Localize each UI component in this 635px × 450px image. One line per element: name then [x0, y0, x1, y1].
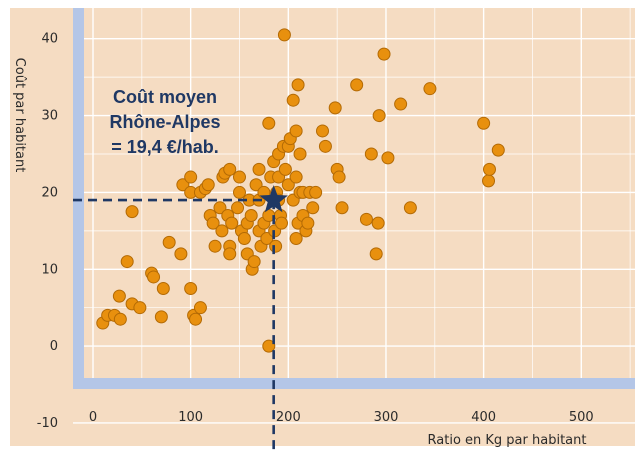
y-axis-label: Coût par habitant — [12, 58, 27, 173]
x-axis-band — [73, 378, 635, 389]
data-point — [225, 216, 239, 230]
data-point — [112, 289, 126, 303]
data-point — [125, 205, 139, 219]
plot-background — [10, 8, 635, 446]
data-point — [274, 216, 288, 230]
data-point — [262, 339, 276, 353]
data-point — [223, 162, 237, 176]
annotation-text: Coût moyen Rhône-Alpes = 19,4 €/hab. — [109, 87, 220, 157]
data-point — [189, 312, 203, 326]
data-point — [482, 174, 496, 188]
x-tick-label: 400 — [471, 410, 496, 425]
data-point — [286, 93, 300, 107]
data-point — [289, 170, 303, 184]
reference-star — [259, 185, 288, 213]
data-point — [120, 255, 134, 269]
data-point — [371, 216, 385, 230]
data-point — [277, 28, 291, 42]
data-point — [482, 162, 496, 176]
annotation-line: Rhône-Alpes — [109, 112, 220, 132]
y-tick-label: 10 — [41, 262, 58, 277]
y-tick-label: 0 — [50, 339, 58, 354]
data-point — [491, 143, 505, 157]
data-point — [215, 224, 229, 238]
data-point — [244, 208, 258, 222]
data-point — [201, 178, 215, 192]
grid-lines — [73, 8, 635, 424]
data-point — [394, 97, 408, 111]
data-point — [350, 78, 364, 92]
data-point — [133, 301, 147, 315]
y-tick-labels: 40 30 20 10 0 -10 — [37, 32, 58, 431]
y-tick-label: 40 — [41, 32, 58, 47]
data-point — [278, 162, 292, 176]
data-point — [154, 310, 168, 324]
data-point — [237, 232, 251, 246]
data-point — [316, 124, 329, 138]
x-axis-label: Ratio en Kg par habitant — [428, 433, 587, 448]
data-point — [309, 185, 323, 199]
annotation-line: = 19,4 €/hab. — [111, 137, 219, 157]
x-tick-label: 200 — [276, 410, 301, 425]
data-point — [403, 201, 417, 215]
data-point — [369, 247, 383, 261]
x-tick-label: 300 — [374, 410, 399, 425]
data-point — [328, 101, 342, 115]
data-point — [306, 201, 320, 215]
data-point — [372, 109, 386, 123]
data-point — [193, 301, 207, 315]
data-point — [162, 235, 176, 249]
data-point — [381, 151, 395, 165]
y-tick-label: -10 — [37, 416, 58, 431]
x-tick-label: 100 — [178, 410, 203, 425]
data-point — [231, 201, 245, 215]
data-point — [291, 78, 305, 92]
annotation-line: Coût moyen — [113, 87, 217, 107]
data-point — [184, 170, 198, 184]
data-point — [269, 239, 283, 253]
data-point — [289, 232, 303, 246]
reference-marker — [73, 185, 288, 450]
data-points — [96, 28, 505, 353]
data-point — [293, 147, 307, 161]
data-point — [232, 170, 246, 184]
data-point — [377, 47, 391, 61]
y-axis-band — [73, 8, 84, 388]
data-point — [423, 82, 437, 96]
y-tick-label: 20 — [41, 185, 58, 200]
x-tick-label: 500 — [569, 410, 594, 425]
data-point — [213, 201, 227, 215]
data-point — [206, 216, 220, 230]
data-point — [174, 247, 188, 261]
data-point — [147, 270, 161, 284]
data-point — [289, 124, 303, 138]
data-point — [335, 201, 349, 215]
data-point — [252, 162, 266, 176]
data-point — [359, 212, 373, 226]
data-point — [184, 281, 198, 295]
x-tick-labels: 0 100 200 300 400 500 — [89, 410, 594, 425]
y-tick-label: 30 — [41, 109, 58, 124]
data-point — [477, 116, 491, 130]
data-point — [156, 281, 170, 295]
data-point — [318, 139, 332, 153]
data-point — [249, 178, 263, 192]
data-point — [176, 178, 190, 192]
data-point — [332, 170, 346, 184]
data-point — [113, 312, 127, 326]
data-point — [232, 185, 246, 199]
data-point — [364, 147, 378, 161]
data-point — [223, 247, 237, 261]
data-point — [208, 239, 222, 253]
data-point — [262, 116, 276, 130]
data-point — [301, 216, 315, 230]
x-tick-label: 0 — [89, 410, 97, 425]
data-point — [281, 178, 295, 192]
data-point — [247, 255, 261, 269]
